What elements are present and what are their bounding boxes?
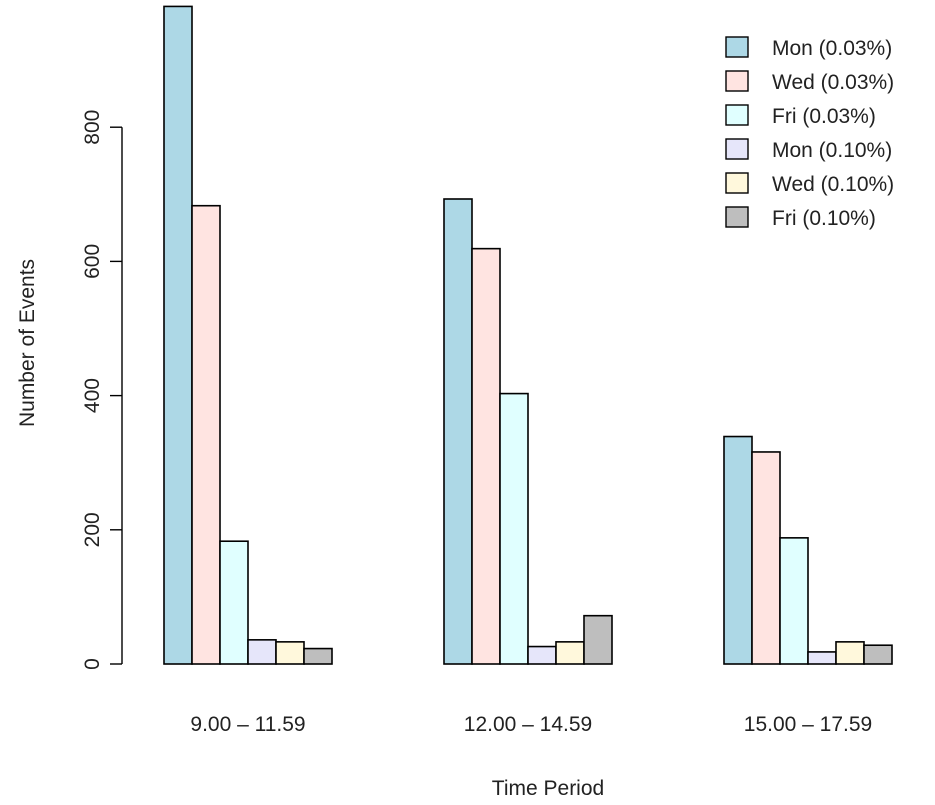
legend-swatch [725,104,749,126]
bars-layer [163,5,893,665]
legend-swatch [725,138,749,160]
bar [191,204,221,665]
y-axis: 0 200 400 600 800 [81,110,123,670]
y-tick-label: 400 [81,378,104,413]
bar [499,392,529,665]
bar [807,651,837,665]
legend-label: Fri (0.03%) [772,105,876,128]
legend-swatch [725,70,749,92]
bar [303,647,333,665]
x-tick-label: 12.00 – 14.59 [464,713,592,736]
x-axis-title: Time Period [492,777,604,800]
bar [275,641,305,665]
legend-swatch [725,206,749,228]
bar [723,435,753,665]
bar [751,451,781,665]
legend-label: Wed (0.03%) [772,71,894,94]
bar [835,641,865,665]
bar [583,614,613,665]
legend-swatch [725,172,749,194]
bar [779,537,809,665]
legend: Mon (0.03%) Wed (0.03%) Fri (0.03%) Mon (0.… [725,36,894,230]
legend-label: Wed (0.10%) [772,173,894,196]
bar [219,540,249,665]
x-tick-label: 9.00 – 11.59 [190,713,305,736]
bar [471,247,501,665]
x-tick-label: 15.00 – 17.59 [744,713,872,736]
y-tick-label: 200 [81,512,104,547]
y-tick-label: 0 [81,658,104,670]
bar [555,641,585,665]
legend-swatch [725,36,749,58]
legend-label: Fri (0.10%) [772,207,876,230]
bar [443,198,473,665]
y-tick-label: 800 [81,110,104,145]
bar [247,639,277,665]
y-axis-title: Number of Events [16,259,39,427]
bar [863,644,893,665]
legend-label: Mon (0.03%) [772,37,892,60]
legend-label: Mon (0.10%) [772,139,892,162]
bar [527,645,557,665]
bar [163,5,193,665]
y-tick-label: 600 [81,244,104,279]
